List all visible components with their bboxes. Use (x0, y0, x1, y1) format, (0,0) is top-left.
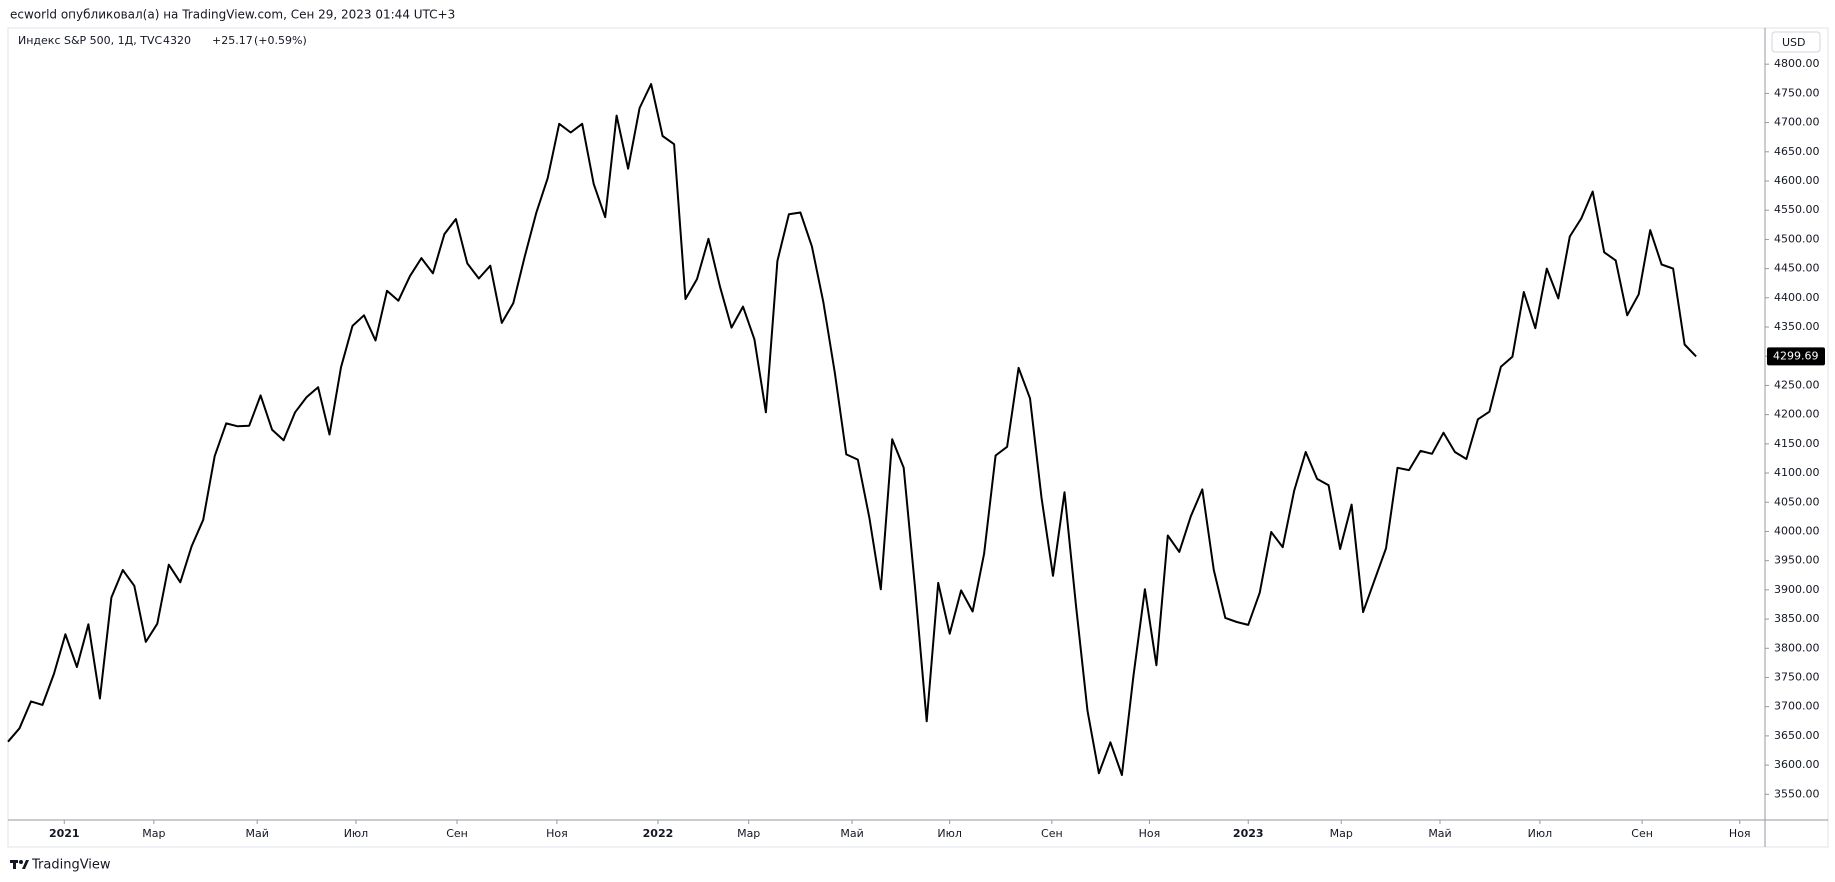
y-tick-label: 4050.00 (1774, 495, 1820, 508)
last-price-tag (1767, 347, 1825, 366)
x-tick-label: Июл (937, 827, 962, 840)
symbol-name: Индекс S&P 500, 1Д, TVC (18, 34, 162, 47)
x-tick-label: Сен (1041, 827, 1063, 840)
y-tick-label: 3750.00 (1774, 670, 1820, 683)
y-tick-label: 3550.00 (1774, 787, 1820, 800)
y-tick-label: 4400.00 (1774, 291, 1820, 304)
y-tick-label: 3900.00 (1774, 583, 1820, 596)
x-tick-label: Май (840, 827, 863, 840)
y-tick-label: 4350.00 (1774, 320, 1820, 333)
y-tick-label: 4200.00 (1774, 408, 1820, 421)
x-tick-label: Мар (1330, 827, 1353, 840)
x-tick-label: Ноя (1139, 827, 1161, 840)
x-tick-label: Мар (142, 827, 165, 840)
y-tick-label: 3950.00 (1774, 554, 1820, 567)
price-line (7, 83, 1697, 776)
x-tick-label: Ноя (1729, 827, 1751, 840)
x-tick-label: 2023 (1233, 827, 1264, 840)
y-tick-label: 4150.00 (1774, 437, 1820, 450)
y-tick-label: 4550.00 (1774, 203, 1820, 216)
brand: TradingView (31, 858, 111, 873)
x-tick-label: Май (1428, 827, 1451, 840)
y-tick-label: 4650.00 (1774, 145, 1820, 158)
byline: ecworld опубликовал(а) на TradingView.co… (10, 8, 455, 22)
y-tick-label: 3850.00 (1774, 612, 1820, 625)
logo (10, 860, 29, 869)
last-price: 4320 (163, 34, 191, 47)
y-tick-label: 4700.00 (1774, 116, 1820, 129)
x-tick-label: Май (246, 827, 269, 840)
chart-frame (7, 27, 1829, 848)
y-tick-label: 4750.00 (1774, 86, 1820, 99)
currency-button[interactable] (1771, 31, 1821, 53)
x-tick-label: Сен (1631, 827, 1653, 840)
x-tick-label: Июл (1528, 827, 1553, 840)
y-tick-label: 4000.00 (1774, 524, 1820, 537)
price-change: +25.17 (212, 34, 253, 47)
y-tick-label: 4800.00 (1774, 57, 1820, 70)
y-tick-label: 3600.00 (1774, 758, 1820, 771)
x-tick-label: Сен (446, 827, 468, 840)
x-tick-label: Мар (737, 827, 760, 840)
last-price-tag-label: 4299.69 (1773, 349, 1819, 362)
y-tick-label: 4250.00 (1774, 378, 1820, 391)
y-tick-label: 4100.00 (1774, 466, 1820, 479)
x-tick-label: 2021 (49, 827, 80, 840)
x-tick-label: 2022 (643, 827, 674, 840)
x-tick-label: Июл (344, 827, 369, 840)
y-tick-label: 3700.00 (1774, 700, 1820, 713)
y-tick-label: 4500.00 (1774, 232, 1820, 245)
y-tick-label: 4600.00 (1774, 174, 1820, 187)
y-tick-label: 3650.00 (1774, 729, 1820, 742)
y-tick-label: 3800.00 (1774, 641, 1820, 654)
price-change-pct: (+0.59%) (254, 34, 307, 47)
y-tick-label: 4450.00 (1774, 262, 1820, 275)
x-tick-label: Ноя (546, 827, 568, 840)
currency-label[interactable]: USD (1782, 36, 1806, 49)
